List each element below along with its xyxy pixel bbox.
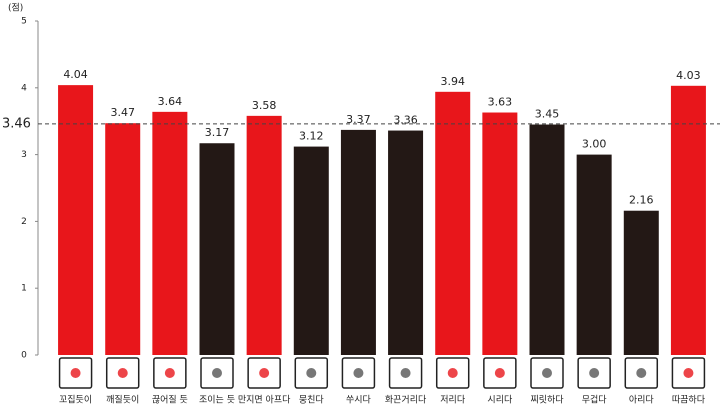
y-unit: (점) [8, 2, 23, 14]
x-tick-label: 화끈거리다 [385, 395, 427, 406]
icon-dot [589, 368, 600, 378]
x-tick-label: 만지면 아프다 [238, 395, 291, 406]
x-tick-label: 찌릿하다 [530, 394, 564, 406]
x-tick-label: 뭉친다 [299, 395, 325, 406]
icon-dot [494, 368, 505, 378]
icon-dot [400, 368, 411, 378]
value-label: 4.03 [676, 69, 701, 82]
x-tick-label: 무겁다 [582, 394, 608, 406]
icon-dot [212, 368, 222, 378]
bar [482, 112, 518, 356]
icon-dot [353, 368, 364, 378]
icon-dot [683, 368, 694, 378]
bar [199, 143, 235, 355]
value-label: 4.04 [63, 68, 88, 81]
y-tick-label: 2 [21, 217, 27, 227]
y-tick-label: 5 [21, 17, 27, 27]
reference-label: 3.46 [2, 116, 31, 131]
bar [340, 129, 376, 355]
x-tick-label: 조이는 듯 [199, 395, 235, 406]
bar [670, 85, 706, 356]
value-label: 3.17 [205, 126, 230, 139]
y-tick-label: 1 [21, 284, 27, 294]
value-label: 3.00 [582, 138, 607, 151]
x-tick-label: 아리다 [629, 395, 655, 406]
icon-dot [636, 368, 647, 378]
x-tick-label: 꼬집듯이 [59, 394, 92, 406]
icon-dot [259, 368, 270, 378]
bar [623, 210, 659, 355]
y-tick-label: 4 [21, 83, 27, 93]
icon-dot [117, 368, 128, 378]
value-label: 3.94 [440, 75, 465, 88]
value-label: 3.63 [488, 96, 513, 109]
icon-dot [164, 368, 175, 378]
x-tick-label: 깨질듯이 [106, 394, 139, 406]
icon-dot [70, 368, 81, 378]
value-label: 3.45 [535, 108, 560, 121]
value-label: 3.12 [299, 130, 324, 143]
y-tick-label: 0 [21, 351, 27, 361]
bar [529, 124, 565, 355]
x-tick-label: 시리다 [487, 395, 513, 406]
value-label: 3.36 [393, 114, 418, 127]
icon-dot [447, 368, 458, 378]
value-label: 3.64 [158, 95, 183, 108]
bar [435, 91, 471, 356]
value-label: 3.58 [252, 99, 277, 112]
icon-dot [306, 368, 317, 378]
bar [58, 85, 94, 356]
value-label: 2.16 [629, 194, 654, 207]
bar [293, 146, 329, 355]
bar [576, 154, 612, 355]
value-label: 3.37 [346, 113, 371, 126]
x-tick-label: 끊어질 듯 [152, 394, 188, 406]
icon-dot [542, 368, 552, 378]
bar [105, 123, 141, 355]
x-tick-label: 저리다 [440, 395, 466, 406]
bar [388, 130, 424, 355]
bar [246, 115, 282, 355]
x-tick-label: 따끔하다 [672, 395, 706, 406]
bar [152, 111, 188, 356]
x-tick-label: 쑤시다 [346, 395, 372, 406]
value-label: 3.47 [110, 106, 135, 119]
y-tick-label: 3 [21, 150, 27, 160]
